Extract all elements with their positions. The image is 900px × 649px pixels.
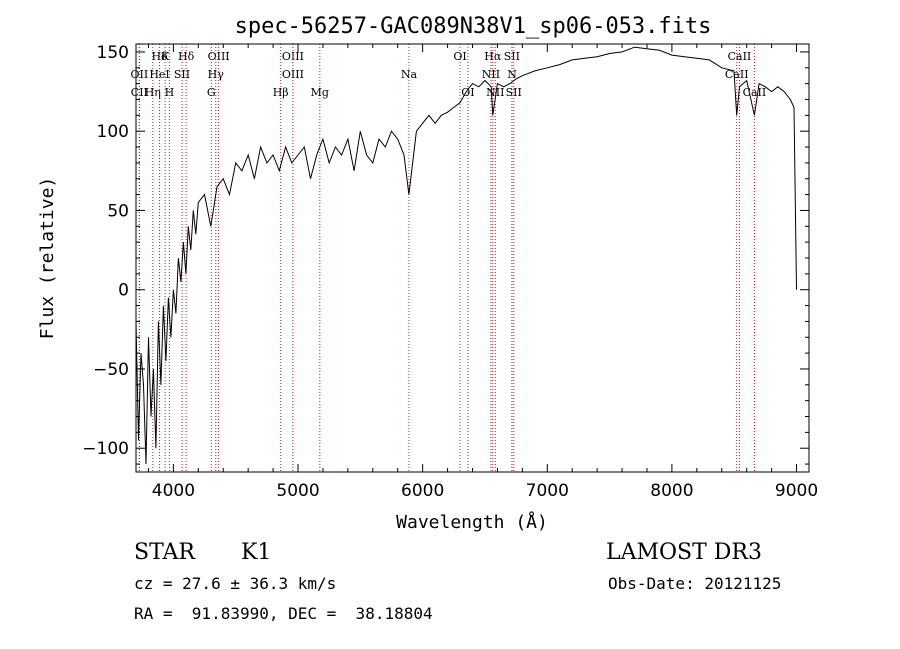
x-tick-label: 9000 <box>775 481 818 501</box>
line-label: OI <box>453 50 466 63</box>
line-label: CII <box>131 86 148 99</box>
line-label: CaII <box>743 86 767 99</box>
line-label: OIII <box>282 68 304 81</box>
coordinates-readout: RA = 91.83990, DEC = 38.18804 <box>134 604 433 623</box>
y-axis: −100 −50 0 50 100 150 <box>82 43 809 465</box>
observation-date: Obs-Date: 20121125 <box>608 574 782 593</box>
line-label: SII <box>174 68 190 81</box>
y-tick-label: 50 <box>107 201 129 221</box>
y-tick-label: −100 <box>82 439 129 459</box>
line-label: Na <box>401 68 418 81</box>
line-label: OIII <box>208 50 230 63</box>
line-label: SII <box>506 86 522 99</box>
line-label: G <box>207 86 216 99</box>
x-tick-label: 6000 <box>401 481 444 501</box>
x-tick-label: 7000 <box>526 481 569 501</box>
line-label: H <box>165 86 175 99</box>
line-label: Mg <box>311 86 329 99</box>
line-label: Hβ <box>273 86 289 99</box>
x-tick-label: 8000 <box>650 481 693 501</box>
y-tick-label: −50 <box>93 360 129 380</box>
x-tick-label: 5000 <box>276 481 319 501</box>
x-tick-label: 4000 <box>152 481 195 501</box>
plot-frame <box>135 43 810 473</box>
line-label: K <box>161 50 170 63</box>
line-label: Hη <box>145 86 161 99</box>
spectrum-line <box>135 46 797 465</box>
line-label: N <box>507 68 517 81</box>
line-label: CaII <box>725 68 749 81</box>
survey-name: LAMOST DR3 <box>606 540 762 565</box>
line-label: Hγ <box>208 68 225 81</box>
line-label: Hα <box>484 50 502 63</box>
spectrum-series <box>135 46 797 465</box>
line-label: OI <box>461 86 474 99</box>
line-label: NII <box>482 68 500 81</box>
line-label: HeI <box>149 68 169 81</box>
x-axis: 4000 5000 6000 7000 8000 9000 <box>147 44 818 501</box>
x-axis-label: Wavelength (Å) <box>396 511 548 533</box>
line-label: Hδ <box>178 50 195 63</box>
y-axis-label: Flux (relative) <box>37 177 58 340</box>
y-tick-label: 0 <box>118 281 129 301</box>
line-label: NII <box>486 86 504 99</box>
object-subclass: K1 <box>241 540 272 565</box>
y-tick-label: 100 <box>97 122 129 142</box>
object-class: STAR <box>134 540 195 565</box>
redshift-readout: cz = 27.6 ± 36.3 km/s <box>134 574 337 593</box>
y-tick-label: 150 <box>97 43 129 63</box>
chart-title: spec-56257-GAC089N38V1_sp06-053.fits <box>235 14 712 39</box>
line-label: CaII <box>728 50 752 63</box>
